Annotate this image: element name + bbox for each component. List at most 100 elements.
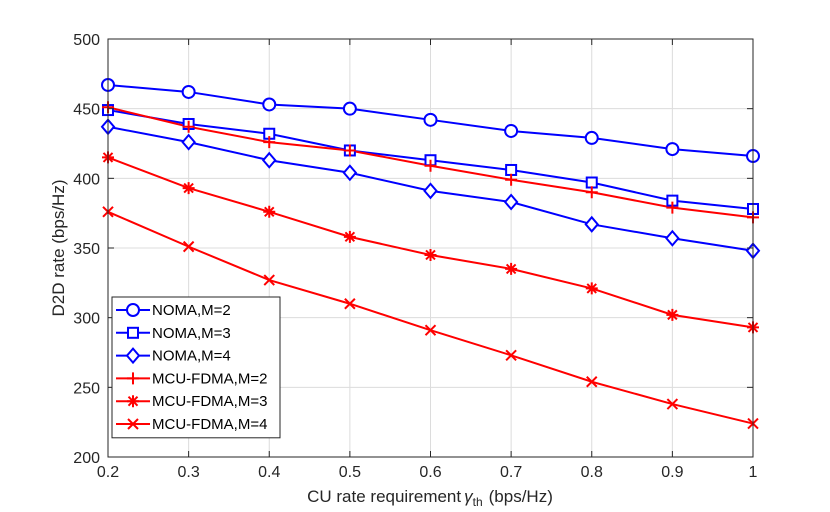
x-tick-label: 0.2 <box>97 464 119 481</box>
legend-label: MCU-FDMA,M=2 <box>152 370 267 387</box>
y-tick-label: 400 <box>73 171 100 188</box>
x-marker-shape <box>586 376 598 388</box>
x-tick-label: 0.9 <box>661 464 683 481</box>
asterisk-marker-shape <box>263 205 276 218</box>
data-point-diamond <box>342 164 358 182</box>
x-marker-shape <box>344 298 356 310</box>
circle-marker-shape <box>262 97 277 112</box>
plus-marker-shape <box>424 159 437 172</box>
data-point-x <box>344 298 356 310</box>
x-tick-label: 0.4 <box>258 464 280 481</box>
x-marker-shape <box>127 418 139 430</box>
x-axis-label-unit: (bps/Hz) <box>489 487 553 506</box>
diamond-marker-shape <box>125 347 141 365</box>
square-marker-shape <box>505 163 518 176</box>
x-tick-label: 1 <box>749 464 758 481</box>
data-point-plus <box>585 186 598 199</box>
legend-label: NOMA,M=2 <box>152 302 231 319</box>
x-marker-shape <box>263 274 275 286</box>
legend-label: MCU-FDMA,M=3 <box>152 393 267 410</box>
data-point-asterisk <box>343 230 356 243</box>
data-point-square <box>505 163 518 176</box>
circle-marker-shape <box>504 123 519 138</box>
data-point-x <box>182 240 195 253</box>
plus-marker-shape <box>343 144 356 157</box>
data-point-x <box>424 324 437 336</box>
x-tick-label: 0.3 <box>178 464 200 481</box>
data-point-circle <box>181 84 196 99</box>
diamond-marker-shape <box>584 215 600 233</box>
data-point-x <box>505 349 517 361</box>
data-point-diamond <box>584 215 600 233</box>
asterisk-marker-shape <box>127 395 139 408</box>
asterisk-marker-shape <box>424 248 437 261</box>
square-marker-shape <box>585 176 598 189</box>
square-marker-shape <box>127 326 139 339</box>
y-tick-label: 250 <box>73 380 100 397</box>
legend-marker <box>126 303 140 317</box>
legend-label: NOMA,M=4 <box>152 348 231 365</box>
data-point-asterisk <box>666 308 679 321</box>
y-axis-label: D2D rate (bps/Hz) <box>49 180 68 317</box>
diamond-marker-shape <box>342 164 358 182</box>
data-point-asterisk <box>505 262 518 275</box>
circle-marker-shape <box>126 303 140 317</box>
data-point-diamond <box>181 133 196 151</box>
x-marker-shape <box>666 398 679 410</box>
y-tick-labels: 200 250 300 350 400 450 500 <box>73 32 100 467</box>
data-point-circle <box>584 130 599 145</box>
data-point-diamond <box>503 193 519 211</box>
data-point-asterisk <box>424 248 437 261</box>
diamond-marker-shape <box>181 133 196 151</box>
asterisk-marker-shape <box>182 182 195 195</box>
data-point-circle <box>504 123 519 138</box>
legend-marker <box>125 347 141 365</box>
diamond-marker-shape <box>665 229 680 247</box>
data-point-asterisk <box>585 282 598 295</box>
x-axis-label: CU rate requirement γth (bps/Hz) <box>307 487 553 509</box>
axis-ticks <box>107 38 754 458</box>
data-point-asterisk <box>263 205 276 218</box>
data-point-diamond <box>423 182 438 200</box>
plus-marker-shape <box>666 201 679 214</box>
legend-item: MCU-FDMA,M=4 <box>116 416 267 433</box>
legend-label: MCU-FDMA,M=4 <box>152 416 267 433</box>
asterisk-marker-shape <box>666 308 679 321</box>
legend: NOMA,M=2 NOMA,M=3 NOMA,M=4 MCU-FDMA,M=2 MCU-… <box>111 296 281 439</box>
plus-marker-shape <box>127 372 139 385</box>
circle-marker-shape <box>665 142 680 157</box>
data-point-plus <box>263 136 276 149</box>
data-point-circle <box>423 112 438 127</box>
x-axis-label-subscript: th <box>473 495 483 509</box>
circle-marker-shape <box>181 84 196 99</box>
diamond-marker-shape <box>261 151 277 169</box>
legend-item: NOMA,M=2 <box>116 302 231 319</box>
data-point-plus <box>343 144 356 157</box>
data-point-circle <box>262 97 277 112</box>
data-point-asterisk <box>182 182 195 195</box>
data-point-x <box>586 376 598 388</box>
legend-item: MCU-FDMA,M=2 <box>116 370 267 387</box>
legend-box <box>111 296 281 439</box>
data-point-circle <box>342 101 357 116</box>
legend-item: NOMA,M=3 <box>116 325 231 342</box>
y-tick-label: 300 <box>73 311 100 328</box>
y-tick-label: 500 <box>73 32 100 49</box>
x-tick-label: 0.5 <box>339 464 361 481</box>
legend-marker <box>127 326 139 339</box>
plus-marker-shape <box>263 136 276 149</box>
x-tick-label: 0.8 <box>581 464 603 481</box>
y-tick-label: 350 <box>73 241 100 258</box>
x-marker-shape <box>182 240 195 253</box>
data-point-circle <box>665 142 680 157</box>
data-point-diamond <box>665 229 680 247</box>
x-axis-label-text: CU rate requirement <box>307 487 461 506</box>
x-tick-label: 0.7 <box>500 464 522 481</box>
plus-marker-shape <box>182 120 195 133</box>
legend-marker <box>127 395 139 408</box>
legend-item: MCU-FDMA,M=3 <box>116 393 267 410</box>
x-marker-shape <box>424 324 437 336</box>
x-axis-label-symbol: γ <box>464 487 474 506</box>
data-point-plus <box>666 201 679 214</box>
